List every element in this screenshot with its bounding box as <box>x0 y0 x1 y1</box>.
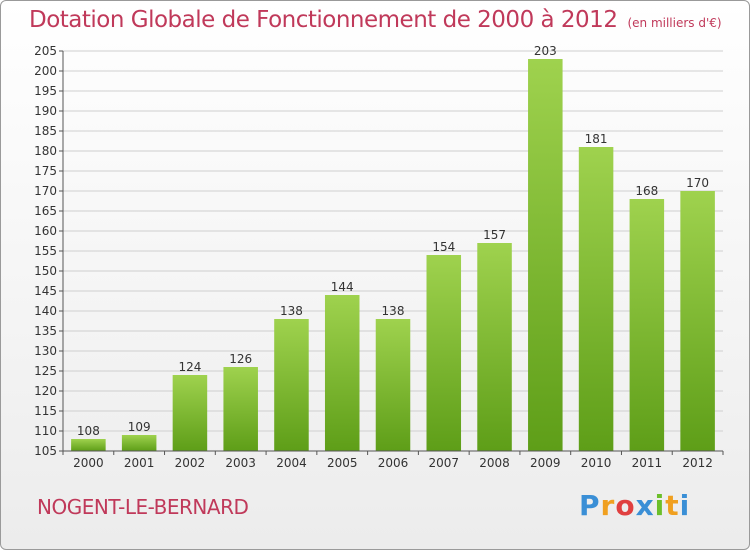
y-tick-label: 165 <box>34 204 57 218</box>
logo-letter: P <box>579 489 601 522</box>
bars <box>71 59 715 451</box>
bar <box>528 59 563 451</box>
y-tick-label: 105 <box>34 444 57 458</box>
bar <box>223 367 258 451</box>
y-tick-label: 130 <box>34 344 57 358</box>
logo-letter: i <box>654 489 666 522</box>
x-tick-label: 2003 <box>225 456 256 470</box>
bar <box>578 147 614 451</box>
proxiti-logo: Proxiti <box>579 489 690 522</box>
logo-letter: r <box>600 489 616 522</box>
bar <box>426 255 462 451</box>
title-text: Dotation Globale de Fonctionnement de 20… <box>29 7 618 33</box>
bar <box>172 375 208 451</box>
x-tick-label: 2007 <box>428 456 459 470</box>
x-tick-label: 2002 <box>175 456 206 470</box>
x-tick-label: 2000 <box>73 456 104 470</box>
bar-value-label: 108 <box>77 424 100 438</box>
x-tick-label: 2011 <box>632 456 663 470</box>
bar <box>71 439 106 451</box>
bar-value-label: 138 <box>280 304 303 318</box>
bar-value-label: 138 <box>382 304 405 318</box>
y-tick-label: 200 <box>34 64 57 78</box>
value-labels: 108 109 124 126 138 144 138 154 157 203 181 168 170 <box>77 44 709 438</box>
y-tick-label: 195 <box>34 84 57 98</box>
y-tick-label: 185 <box>34 124 57 138</box>
y-axis-ticks: 105 110 115 120 125 130 135 140 145 150 155 160 165 1… <box>34 44 63 458</box>
bar <box>121 435 157 451</box>
bar-value-label: 124 <box>178 360 201 374</box>
y-tick-label: 190 <box>34 104 57 118</box>
y-tick-label: 140 <box>34 304 57 318</box>
commune-name: NOGENT-LE-BERNARD <box>37 495 249 519</box>
bar <box>274 319 309 451</box>
logo-letter: i <box>679 489 691 522</box>
y-tick-label: 145 <box>34 284 57 298</box>
y-tick-label: 205 <box>34 44 57 58</box>
y-tick-label: 155 <box>34 244 57 258</box>
bar-value-label: 170 <box>686 176 709 190</box>
bar-value-label: 109 <box>128 420 151 434</box>
unit-label: (en milliers d'€) <box>627 16 722 30</box>
logo-letter: x <box>635 489 655 522</box>
y-tick-label: 110 <box>34 424 57 438</box>
bar <box>375 319 411 451</box>
y-tick-label: 135 <box>34 324 57 338</box>
bar <box>680 191 715 451</box>
y-tick-label: 180 <box>34 144 57 158</box>
bar-value-label: 203 <box>534 44 557 58</box>
x-tick-label: 2006 <box>378 456 409 470</box>
x-axis-ticks: 2000 2001 2002 2003 2004 2005 2006 2007 2008 2009… <box>62 451 724 470</box>
x-tick-label: 2010 <box>581 456 612 470</box>
bar-value-label: 181 <box>585 132 608 146</box>
y-tick-label: 160 <box>34 224 57 238</box>
logo-letter: o <box>615 489 636 522</box>
x-tick-label: 2004 <box>276 456 307 470</box>
bar <box>324 295 360 451</box>
x-tick-label: 2008 <box>479 456 510 470</box>
y-tick-label: 150 <box>34 264 57 278</box>
bar <box>477 243 512 451</box>
y-tick-label: 120 <box>34 384 57 398</box>
chart-title: Dotation Globale de Fonctionnement de 20… <box>29 7 722 33</box>
bar-value-label: 157 <box>483 228 506 242</box>
bar-value-label: 154 <box>432 240 455 254</box>
y-tick-label: 175 <box>34 164 57 178</box>
x-tick-label: 2009 <box>530 456 561 470</box>
y-tick-label: 170 <box>34 184 57 198</box>
bar <box>629 199 665 451</box>
y-tick-label: 115 <box>34 404 57 418</box>
bar-value-label: 168 <box>635 184 658 198</box>
x-tick-label: 2001 <box>124 456 155 470</box>
y-tick-label: 125 <box>34 364 57 378</box>
bar-value-label: 144 <box>331 280 354 294</box>
x-tick-label: 2005 <box>327 456 358 470</box>
logo-letter: t <box>665 489 680 522</box>
bar-value-label: 126 <box>229 352 252 366</box>
x-tick-label: 2012 <box>682 456 713 470</box>
